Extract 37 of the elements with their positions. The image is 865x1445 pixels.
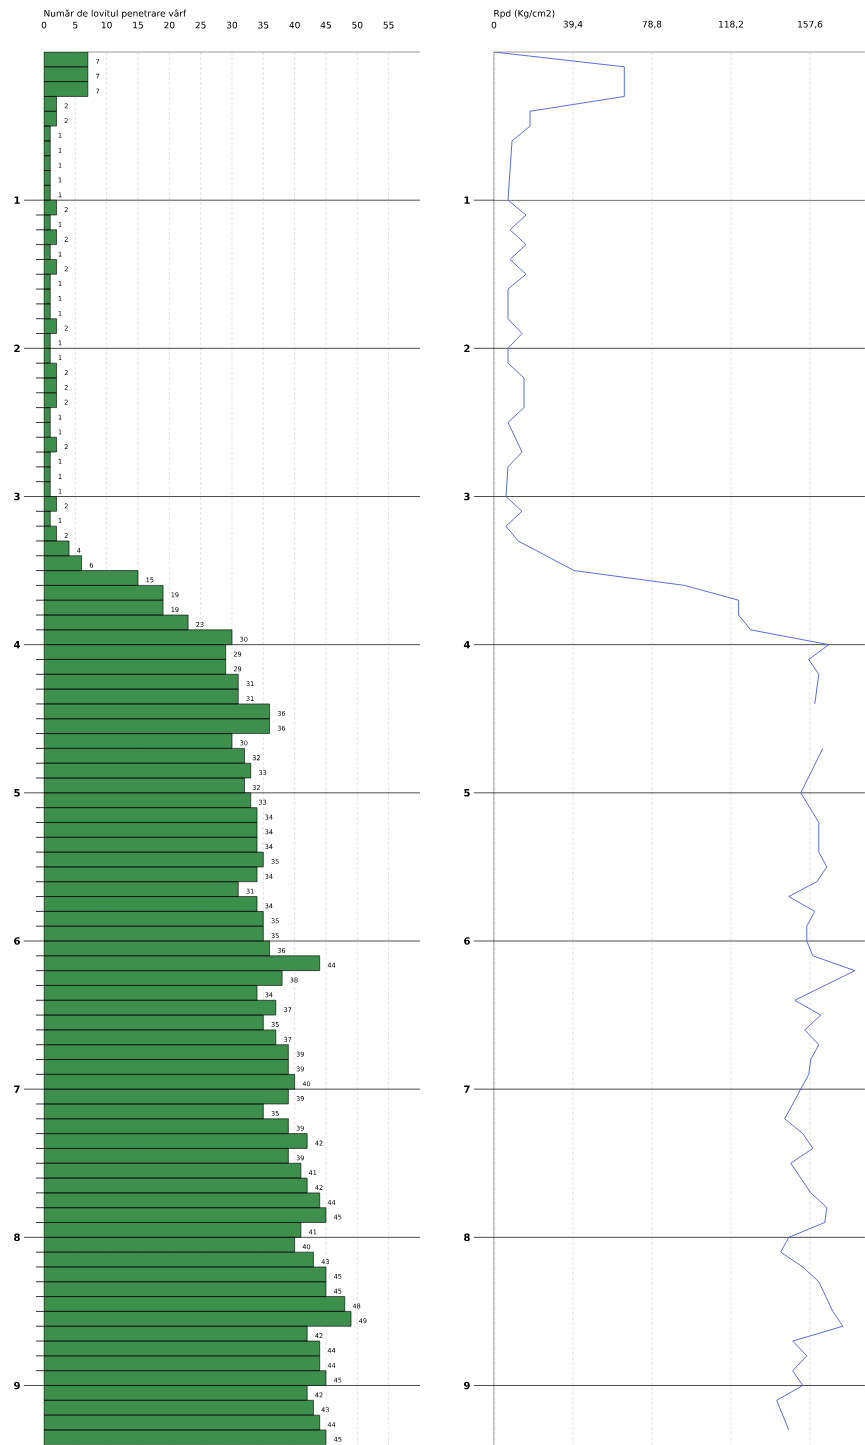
x-tick-label: 157,6 bbox=[797, 20, 823, 29]
x-axis-title: Număr de lovitul penetrare vârf bbox=[44, 9, 187, 19]
y-tick-label: 2 bbox=[464, 344, 470, 353]
x-tick-label: 25 bbox=[195, 21, 206, 29]
x-tick-label: 45 bbox=[320, 21, 331, 29]
x-tick-label: 78,8 bbox=[642, 20, 662, 29]
x-tick-label: 5 bbox=[73, 21, 78, 29]
y-tick-label: 4 bbox=[463, 641, 470, 649]
x-tick-label: 55 bbox=[383, 21, 394, 29]
x-tick-label: 0 bbox=[41, 21, 47, 29]
y-tick-label: 4 bbox=[13, 641, 20, 649]
x-axis-title: Rpd (Kg/cm2) bbox=[494, 9, 555, 19]
y-tick-label: 9 bbox=[463, 1381, 470, 1390]
x-tick-label: 50 bbox=[352, 21, 363, 29]
y-tick-label: 3 bbox=[464, 492, 470, 501]
x-tick-label: 30 bbox=[226, 21, 237, 29]
y-tick-label: 8 bbox=[463, 1233, 470, 1242]
y-tick-label: 7 bbox=[464, 1085, 470, 1093]
y-tick-label: 8 bbox=[13, 1233, 20, 1242]
y-tick-label: 6 bbox=[14, 937, 20, 945]
x-tick-label: 15 bbox=[133, 21, 143, 29]
x-tick-label: 10 bbox=[101, 21, 112, 29]
x-tick-label: 39,4 bbox=[563, 20, 583, 29]
y-tick-label: 5 bbox=[14, 789, 20, 797]
y-tick-label: 6 bbox=[463, 937, 470, 945]
y-tick-label: 7 bbox=[14, 1085, 20, 1093]
y-tick-label: 2 bbox=[14, 344, 20, 353]
x-tick-label: 35 bbox=[258, 21, 269, 29]
x-tick-label: 40 bbox=[289, 21, 300, 29]
y-tick-label: 1 bbox=[14, 196, 20, 204]
x-tick-label: 20 bbox=[164, 21, 175, 29]
y-tick-label: 5 bbox=[464, 789, 470, 797]
x-tick-label: 118,2 bbox=[718, 20, 743, 29]
y-tick-label: 1 bbox=[464, 196, 470, 204]
y-tick-label: 9 bbox=[13, 1381, 20, 1390]
x-tick-label: 0 bbox=[491, 21, 497, 29]
y-tick-label: 3 bbox=[14, 492, 20, 501]
